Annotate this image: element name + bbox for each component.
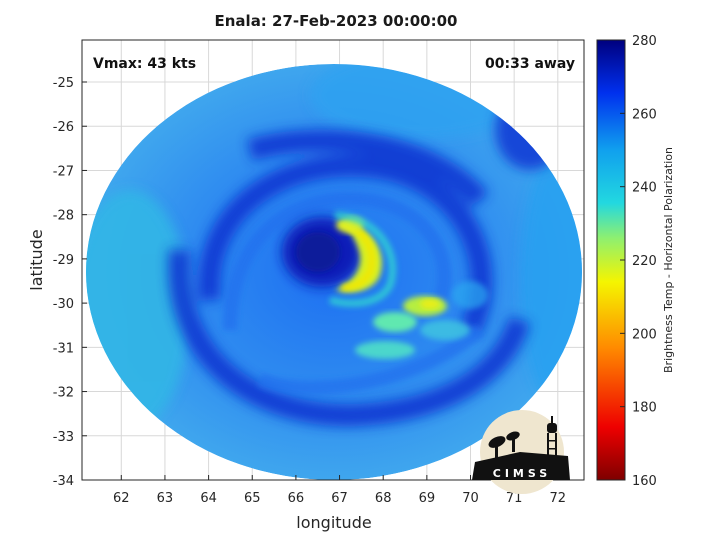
x-tick-label: 65 [244, 491, 261, 506]
x-tick-label: 72 [550, 491, 567, 506]
y-tick-label: -27 [53, 164, 74, 179]
chart-title: Enala: 27-Feb-2023 00:00:00 [214, 12, 458, 30]
microwave-swath-image [86, 64, 582, 480]
x-tick-label: 70 [462, 491, 479, 506]
time-offset-annotation: 00:33 away [485, 56, 575, 72]
y-axis-ticks: -25 -26 -27 -28 -29 -30 -31 -32 -33 -34 [53, 76, 87, 489]
y-tick-label: -28 [53, 209, 74, 224]
colorbar-tick-label: 220 [632, 254, 657, 269]
y-axis-label: latitude [27, 229, 46, 290]
plot-frame [81, 39, 585, 481]
colorbar-tick-label: 160 [632, 474, 657, 489]
x-tick-label: 69 [419, 491, 436, 506]
x-tick-label: 64 [200, 491, 217, 506]
colorbar-tick-label: 240 [632, 181, 657, 196]
x-axis-label: longitude [296, 513, 371, 532]
x-tick-label: 66 [288, 491, 305, 506]
vmax-annotation: Vmax: 43 kts [93, 56, 196, 72]
logo-text: CIMSS [493, 467, 551, 480]
y-tick-label: -26 [53, 120, 74, 135]
y-tick-label: -29 [53, 253, 74, 268]
x-tick-label: 63 [157, 491, 174, 506]
x-tick-label: 68 [375, 491, 392, 506]
x-tick-label: 62 [113, 491, 130, 506]
y-tick-label: -34 [53, 474, 74, 489]
colorbar-tick-label: 180 [632, 401, 657, 416]
y-tick-label: -33 [53, 430, 74, 445]
y-tick-label: -25 [53, 76, 74, 91]
y-tick-label: -32 [53, 386, 74, 401]
colorbar-label: Brightness Temp - Horizontal Polarizatio… [662, 147, 675, 373]
colorbar-tick-label: 200 [632, 327, 657, 342]
colorbar-ticks: 280 260 240 220 200 180 160 [620, 34, 657, 489]
colorbar-tick-label: 280 [632, 34, 657, 49]
y-tick-label: -31 [53, 341, 74, 356]
x-axis-ticks: 62 63 64 65 66 67 68 69 70 71 72 [113, 475, 566, 506]
cimss-logo: CIMSS [472, 410, 570, 494]
x-tick-label: 67 [331, 491, 348, 506]
y-tick-label: -30 [53, 297, 74, 312]
colorbar-tick-label: 260 [632, 107, 657, 122]
colorbar: 280 260 240 220 200 180 160 Brightness Temp - … [596, 34, 675, 489]
x-tick-label: 71 [506, 491, 523, 506]
